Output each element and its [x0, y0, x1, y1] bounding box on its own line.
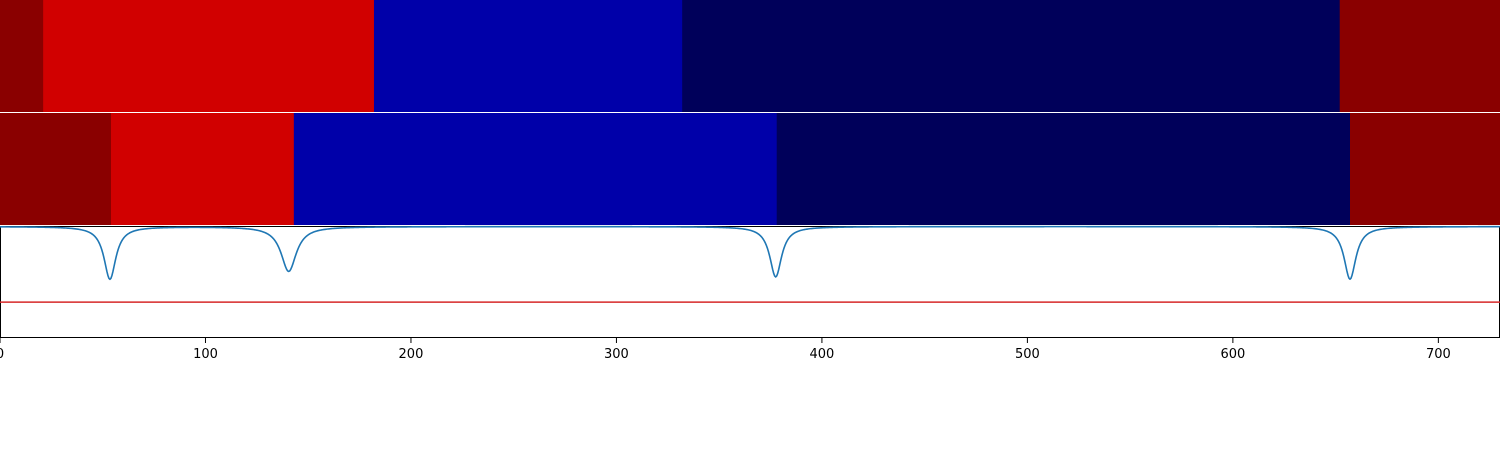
x-tick-label: 100 [193, 347, 218, 362]
heatmap-segment [110, 113, 295, 225]
heatmap-middle [0, 113, 1500, 225]
x-tick-label: 600 [1220, 347, 1245, 362]
heatmap-segment [776, 113, 1351, 225]
signal-line [0, 225, 1500, 281]
heatmap-segment [373, 0, 683, 112]
heatmap-segment [0, 113, 112, 225]
x-tick-label: 200 [399, 347, 424, 362]
heatmap-top [0, 0, 1500, 112]
x-tick-label: 500 [1015, 347, 1040, 362]
line-plot-frame [0, 226, 1500, 338]
heatmap-segment [293, 113, 778, 225]
heatmap-segment [682, 0, 1341, 112]
x-tick-label: 0 [0, 347, 4, 362]
x-axis: 0 100 200 300 400 500 600 700 [0, 338, 1451, 362]
x-tick-label: 700 [1426, 347, 1451, 362]
heatmap-segment [43, 0, 375, 112]
x-tick-label: 300 [604, 347, 629, 362]
heatmap-segment [1339, 0, 1500, 112]
heatmap-segment [1350, 113, 1500, 225]
heatmap-segment [0, 0, 44, 112]
x-tick-label: 400 [810, 347, 835, 362]
line-plot-panel: 0 100 200 300 400 500 600 700 [0, 225, 1500, 362]
